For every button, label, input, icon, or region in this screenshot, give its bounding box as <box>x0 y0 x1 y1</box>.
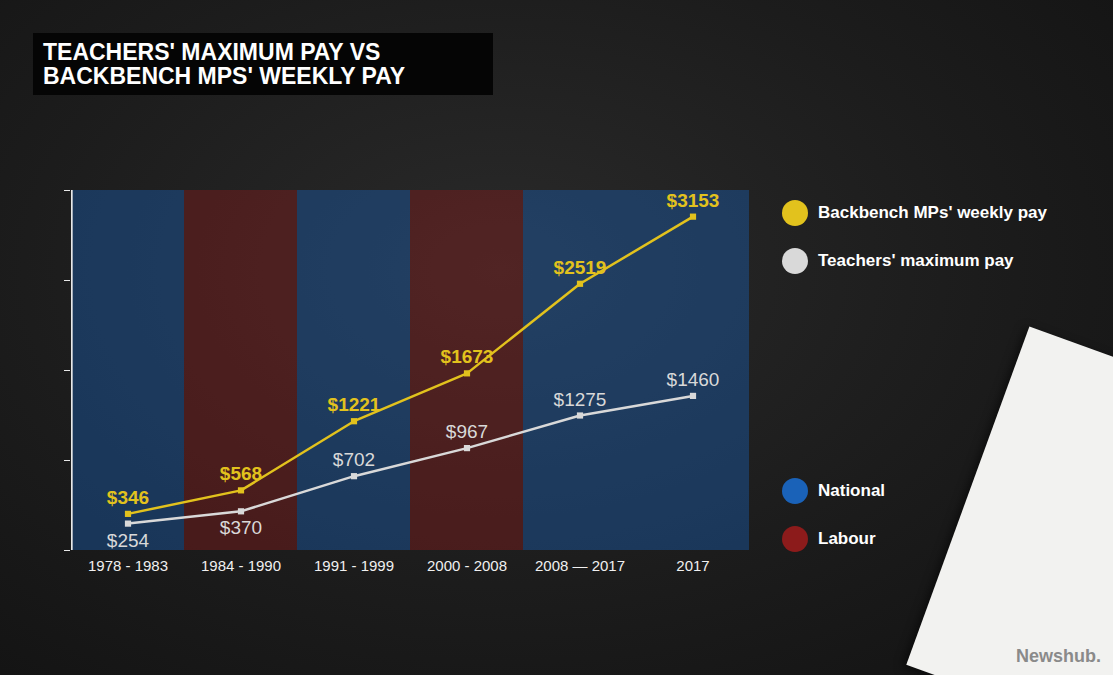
html-text:National: National <box>818 481 886 500</box>
html-text:Teachers' maximum pay: Teachers' maximum pay <box>818 251 1014 270</box>
html-text:TEACHERS' MAXIMUM PAY VS BACKB: TEACHERS' MAXIMUM PAY VS BACKBENCH MPS' … <box>43 39 405 90</box>
svg-text:2008 — 2017: 2008 — 2017 <box>535 557 625 574</box>
svg-text:$254: $254 <box>107 530 150 551</box>
html-text:Backbench MPs' weekly pay: Backbench MPs' weekly pay <box>818 203 1047 222</box>
svg-text:$1221: $1221 <box>328 394 381 415</box>
html-text:Labour: Labour <box>818 529 876 548</box>
svg-text:1978 - 1983: 1978 - 1983 <box>88 557 168 574</box>
svg-text:$1460: $1460 <box>667 369 720 390</box>
svg-text:$346: $346 <box>107 487 149 508</box>
svg-text:$1673: $1673 <box>441 346 494 367</box>
svg-text:2017: 2017 <box>676 557 709 574</box>
svg-text:$2519: $2519 <box>554 257 607 278</box>
html-text:Newshub.: Newshub. <box>1016 646 1101 666</box>
svg-text:$370: $370 <box>220 517 262 538</box>
svg-text:$3153: $3153 <box>667 190 720 211</box>
svg-text:1991 - 1999: 1991 - 1999 <box>314 557 394 574</box>
svg-text:$967: $967 <box>446 421 488 442</box>
svg-text:$702: $702 <box>333 449 375 470</box>
svg-text:$1275: $1275 <box>554 389 607 410</box>
svg-text:2000 - 2008: 2000 - 2008 <box>427 557 507 574</box>
svg-text:$568: $568 <box>220 463 262 484</box>
svg-text:1984 - 1990: 1984 - 1990 <box>201 557 281 574</box>
